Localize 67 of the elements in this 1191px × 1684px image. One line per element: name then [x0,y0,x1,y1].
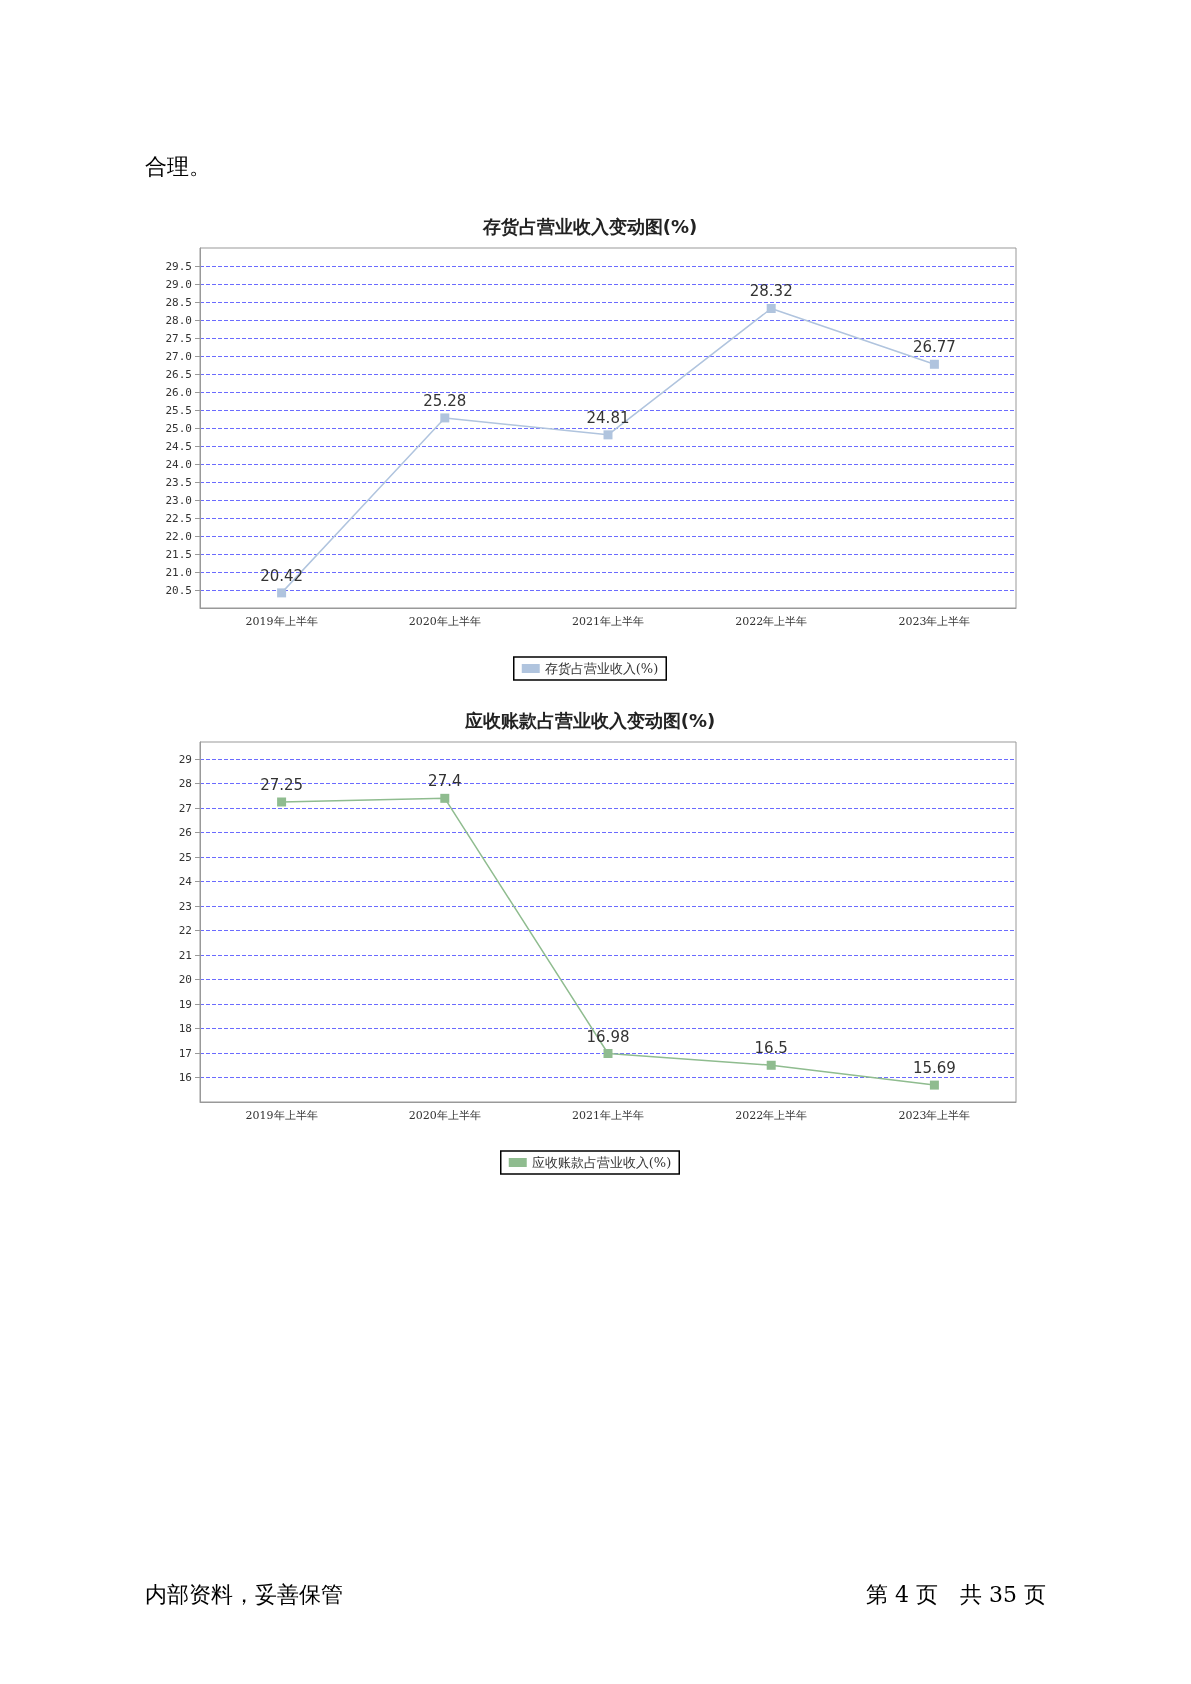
data-label: 15.69 [912,1059,956,1078]
point [603,430,613,440]
y-tick-label: 18 [178,1022,192,1036]
x-tick-label: 2020年上半年 [408,615,481,628]
x-tick-label: 2023年上半年 [898,615,971,628]
point [929,359,939,369]
y-tick-label: 22.0 [165,529,192,543]
y-tick-label: 21.5 [165,547,192,561]
text: 第 4 页 共 35 页 [866,1581,1046,1609]
point [440,413,450,423]
y-tick-label: 22 [178,924,192,938]
data-label: 28.32 [749,282,793,301]
y-tick-label: 28.0 [165,313,192,327]
y-tick-label: 27 [178,801,192,815]
y-tick-label: 20.5 [165,583,192,597]
text: 内部资料，妥善保管 [145,1581,343,1609]
text: 合理。 [145,153,211,181]
y-tick-label: 23 [178,899,192,913]
y-tick-label: 28.5 [165,295,192,309]
point [929,1080,939,1090]
y-tick-label: 20 [178,973,192,987]
y-tick-label: 27.0 [165,349,192,363]
y-tick-label: 26.0 [165,385,192,399]
legend-label: 存货占营业收入(%) [544,661,659,676]
chart-title: 应收账款占营业收入变动图(%) [463,709,716,731]
x-tick-label: 2019年上半年 [245,1109,318,1122]
y-tick-label: 23.5 [165,475,192,489]
y-tick-label: 24.5 [165,439,192,453]
x-tick-label: 2020年上半年 [408,1109,481,1122]
y-tick-label: 19 [178,997,192,1011]
y-tick-label: 22.5 [165,511,192,525]
point [277,797,287,807]
y-tick-label: 21 [178,948,192,962]
data-label: 16.5 [754,1039,788,1058]
y-tick-label: 26.5 [165,367,192,381]
point [766,303,776,313]
y-tick-label: 26 [178,826,192,840]
x-tick-label: 2021年上半年 [572,1109,644,1122]
point [766,1060,776,1070]
y-tick-label: 24 [178,875,193,889]
data-label: 25.28 [423,391,467,410]
y-tick-label: 29.5 [165,259,192,273]
x-tick-label: 2022年上半年 [735,1109,808,1122]
y-tick-label: 16 [178,1071,192,1085]
y-tick-label: 17 [178,1046,192,1060]
x-tick-label: 2021年上半年 [572,615,644,628]
x-tick-label: 2023年上半年 [898,1109,971,1122]
y-tick-label: 25.5 [165,403,192,417]
point [440,793,450,803]
point [603,1049,613,1059]
y-tick-label: 28 [178,777,192,791]
data-label: 24.81 [586,408,630,427]
legend-label: 应收账款占营业收入(%) [531,1155,672,1170]
y-tick-label: 21.0 [165,565,192,579]
chart-title: 存货占营业收入变动图(%) [481,215,698,237]
y-tick-label: 23.0 [165,493,192,507]
x-tick-label: 2022年上半年 [735,615,808,628]
y-tick-label: 27.5 [165,331,192,345]
y-tick-label: 25 [178,850,192,864]
y-tick-label: 29.0 [165,277,192,291]
y-tick-label: 24.0 [165,457,192,471]
point [277,588,287,598]
y-tick-label: 29 [178,752,192,766]
x-tick-label: 2019年上半年 [245,615,318,628]
y-tick-label: 25.0 [165,421,192,435]
data-label: 16.98 [586,1027,630,1046]
data-label: 26.77 [912,338,956,357]
